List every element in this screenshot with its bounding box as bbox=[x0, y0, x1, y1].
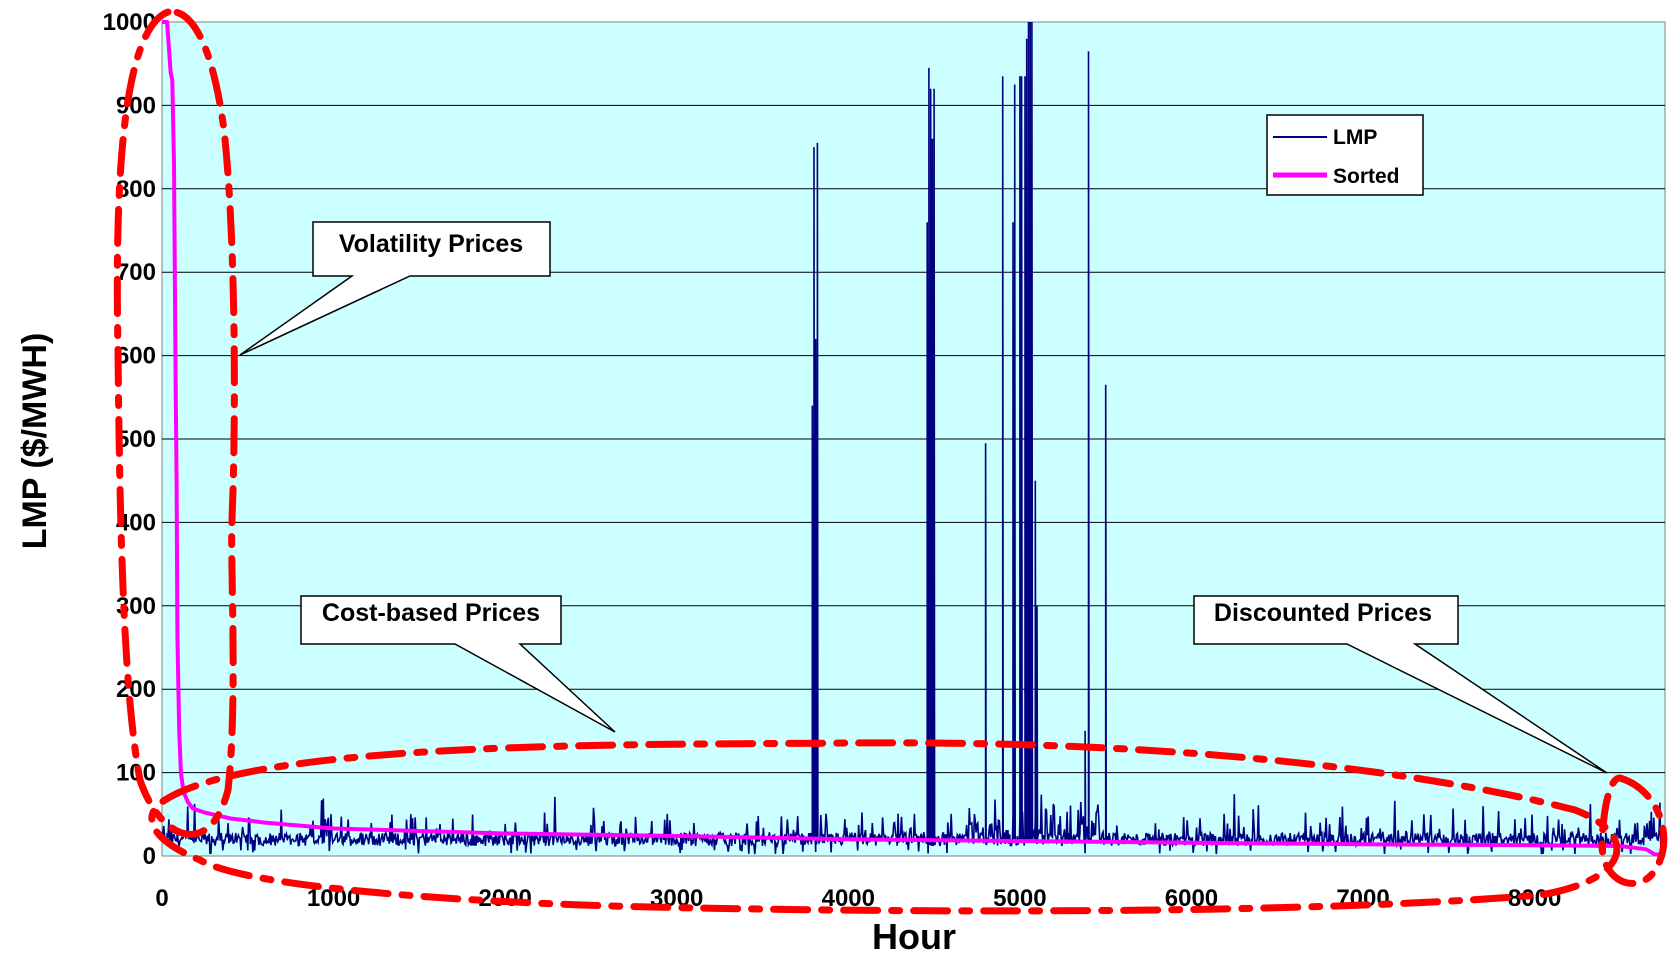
legend-lmp-label: LMP bbox=[1333, 126, 1377, 149]
y-tick-label: 600 bbox=[116, 343, 156, 370]
y-tick-label: 0 bbox=[143, 843, 156, 870]
y-axis-title: LMP ($/MWH) bbox=[16, 333, 54, 550]
x-tick-label: 0 bbox=[155, 885, 168, 912]
callout-discounted-label: Discounted Prices bbox=[1214, 599, 1432, 627]
callout-cost-based-label: Cost-based Prices bbox=[322, 599, 540, 627]
legend-sorted-label: Sorted bbox=[1333, 165, 1400, 188]
callout-volatility-label: Volatility Prices bbox=[339, 230, 523, 258]
x-axis-title: Hour bbox=[872, 916, 956, 957]
y-tick-label: 200 bbox=[116, 676, 156, 703]
y-tick-label: 900 bbox=[116, 92, 156, 119]
y-tick-label: 700 bbox=[116, 259, 156, 286]
legend: LMP Sorted bbox=[1267, 115, 1423, 195]
